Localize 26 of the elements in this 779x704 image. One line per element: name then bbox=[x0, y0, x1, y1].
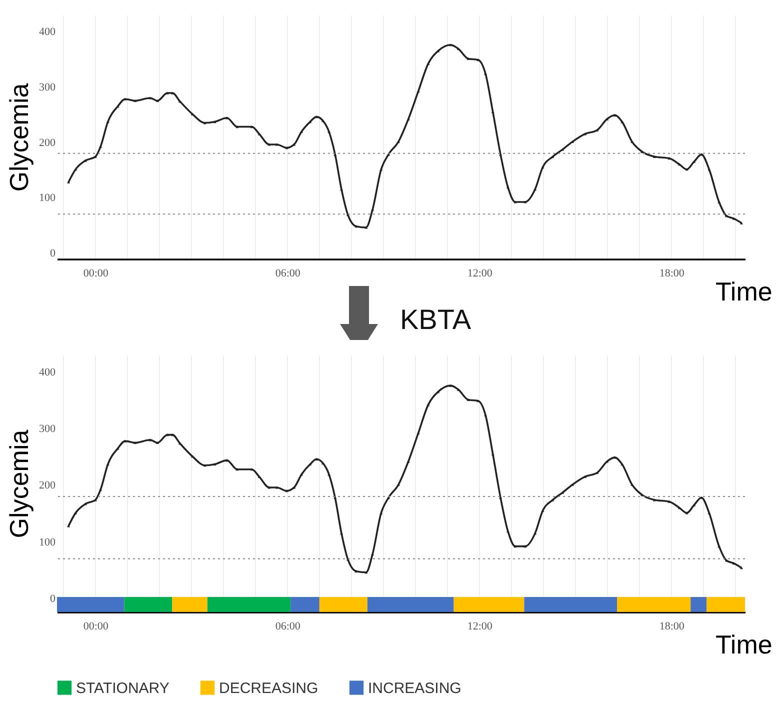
text: KBTA bbox=[400, 304, 472, 336]
x-tick-label: 12:00 bbox=[467, 268, 493, 280]
x-tick-label: 06:00 bbox=[275, 268, 301, 280]
y-tick-label: 300 bbox=[39, 423, 56, 436]
legend-label: DECREASING bbox=[219, 680, 318, 697]
y-tick-label: 0 bbox=[50, 247, 56, 260]
y-tick-label: 200 bbox=[39, 480, 56, 492]
y-tick-label: 400 bbox=[39, 26, 56, 38]
x-tick-label: 00:00 bbox=[83, 268, 109, 280]
x-tick-label: 18:00 bbox=[659, 620, 685, 632]
legend-label: INCREASING bbox=[368, 680, 462, 697]
legend-label: STATIONARY bbox=[76, 680, 170, 697]
y-axis-title: Glycemia bbox=[4, 429, 34, 538]
y-tick-label: 300 bbox=[39, 81, 56, 94]
y-tick-label: 100 bbox=[39, 536, 56, 548]
y-tick-label: 0 bbox=[50, 592, 56, 605]
y-tick-label: 400 bbox=[39, 366, 56, 378]
x-axis-title: Time bbox=[716, 276, 772, 306]
y-tick-label: 200 bbox=[39, 136, 56, 149]
x-tick-label: 18:00 bbox=[659, 268, 685, 280]
y-axis-title: Glycemia bbox=[4, 82, 34, 192]
x-tick-label: 06:00 bbox=[275, 620, 301, 632]
x-axis-title: Time bbox=[716, 630, 772, 660]
x-tick-label: 12:00 bbox=[467, 620, 493, 632]
y-tick-label: 100 bbox=[39, 192, 56, 204]
x-tick-label: 00:00 bbox=[83, 620, 109, 632]
